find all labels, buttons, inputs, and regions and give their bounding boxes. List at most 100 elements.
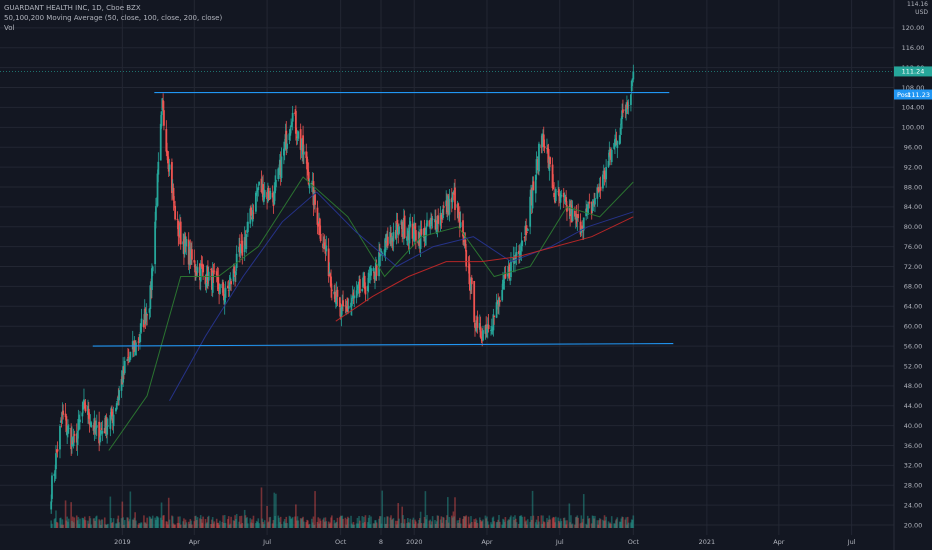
candle-body	[526, 228, 529, 231]
candle-body	[579, 221, 582, 235]
volume-bar	[622, 517, 624, 528]
volume-bar	[232, 520, 235, 528]
volume-bar	[498, 521, 501, 528]
y-tick-label: 92.00	[904, 163, 923, 171]
volume-bar	[597, 524, 599, 528]
volume-bar	[159, 517, 162, 528]
candle-body	[420, 228, 423, 235]
x-tick-label: Oct	[335, 538, 347, 546]
volume-bar	[135, 520, 137, 528]
volume-bar	[551, 518, 554, 528]
volume-bar	[190, 520, 192, 528]
volume-bar	[139, 522, 142, 528]
volume-bar	[448, 517, 451, 528]
volume-bar	[54, 518, 56, 528]
volume-bar	[614, 520, 617, 528]
volume-bar	[179, 516, 181, 528]
volume-bar	[60, 524, 63, 528]
volume-bar	[75, 515, 78, 528]
volume-bar	[482, 519, 484, 528]
y-tick-label: 104.00	[902, 104, 925, 112]
price-axis[interactable]: 120.00116.00112.00108.00104.00100.0096.0…	[902, 24, 925, 529]
volume-legend[interactable]: Vol	[4, 24, 15, 32]
volume-bar	[356, 517, 359, 528]
volume-bar	[508, 519, 511, 528]
volume-bar	[468, 524, 471, 528]
candle-body	[308, 184, 311, 189]
volume-bar	[397, 503, 400, 528]
symbol-legend[interactable]: GUARDANT HEALTH INC, 1D, Cboe BZX	[4, 4, 141, 12]
volume-bar	[425, 519, 428, 528]
candle-body	[559, 193, 562, 203]
volume-bar	[385, 523, 388, 528]
volume-bar	[540, 515, 543, 528]
candle-body	[163, 110, 165, 126]
post-price-tag	[894, 89, 932, 100]
candle-body	[341, 303, 344, 310]
candle-body	[479, 326, 482, 338]
candle-body	[328, 271, 331, 275]
candle-body	[98, 421, 101, 444]
volume-bar	[495, 522, 498, 528]
volume-bar	[111, 523, 113, 528]
volume-bar	[67, 521, 69, 528]
volume-bar	[609, 522, 611, 528]
volume-bar	[546, 522, 549, 528]
volume-bar	[303, 521, 305, 528]
volume-bar	[111, 522, 114, 528]
volume-bar	[307, 520, 309, 528]
volume-bar	[373, 523, 376, 528]
volume-bar	[160, 502, 163, 528]
volume-bar	[592, 515, 595, 528]
candle-body	[603, 170, 606, 180]
y-tick-label: 68.00	[904, 283, 923, 291]
volume-bar	[329, 522, 332, 528]
candle-body	[464, 239, 467, 248]
volume-bar	[295, 504, 297, 528]
volume-bar	[575, 516, 578, 528]
time-axis[interactable]: 8 2019 Apr Jul Oct 2020 Apr Jul Oct 2021 Apr Jul	[114, 538, 856, 546]
volume-bar	[289, 516, 292, 528]
trendlines[interactable]	[92, 91, 674, 347]
volume-bar	[598, 518, 601, 528]
y-tick-label: 72.00	[904, 263, 923, 271]
volume-bar	[518, 516, 521, 528]
volume-bar	[579, 523, 582, 528]
candle-body	[577, 214, 580, 219]
candle-body	[250, 207, 252, 216]
volume-bar	[280, 524, 283, 528]
volume-bar	[558, 522, 561, 528]
candle-body	[431, 218, 434, 220]
volume-bar	[90, 524, 92, 528]
volume-bar	[484, 515, 487, 528]
candle-body	[256, 188, 259, 193]
volume-bar	[401, 506, 404, 528]
candle-body	[605, 167, 608, 180]
candle-body	[168, 164, 171, 170]
volume-bar	[464, 516, 467, 528]
candle-body	[196, 267, 199, 273]
candle-body	[280, 156, 283, 179]
volume-bar	[478, 517, 481, 528]
candle-body	[591, 203, 594, 211]
volume-bar	[563, 517, 566, 528]
volume-bar	[64, 500, 67, 528]
candle-body	[289, 128, 292, 136]
candle-body	[222, 282, 225, 296]
volume-bar	[423, 523, 425, 528]
volume-bar	[451, 517, 454, 528]
candle-body	[554, 189, 557, 202]
candle-body	[73, 434, 76, 436]
ma-legend[interactable]: 50,100,200 Moving Average (50, close, 10…	[4, 14, 223, 22]
volume-bar	[59, 518, 61, 528]
volume-bar	[341, 515, 344, 528]
volume-bar	[370, 516, 372, 528]
volume-bar	[55, 510, 57, 528]
candle-body	[59, 426, 61, 450]
candle-body	[329, 273, 332, 278]
candle-body	[122, 366, 125, 383]
volume-bar	[344, 517, 347, 528]
support-trendline[interactable]	[92, 343, 674, 347]
